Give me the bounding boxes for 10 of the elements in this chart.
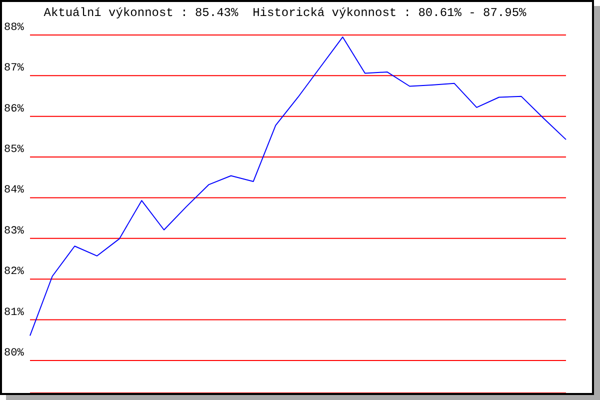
y-tick-label: 81% xyxy=(4,306,24,319)
y-tick-label: 86% xyxy=(4,103,24,116)
chart-title: Aktuální výkonnost : 85.43% Historická výkonnost : 80.61% - 87.95% xyxy=(42,6,528,20)
y-tick-label: 82% xyxy=(4,266,24,278)
y-tick-label: 88% xyxy=(4,22,24,34)
y-tick-label: 85% xyxy=(4,144,24,156)
y-tick-label: 80% xyxy=(4,347,24,360)
y-tick-label: 87% xyxy=(4,62,24,75)
y-tick-label: 84% xyxy=(4,184,24,197)
y-tick-label: 83% xyxy=(4,225,24,238)
